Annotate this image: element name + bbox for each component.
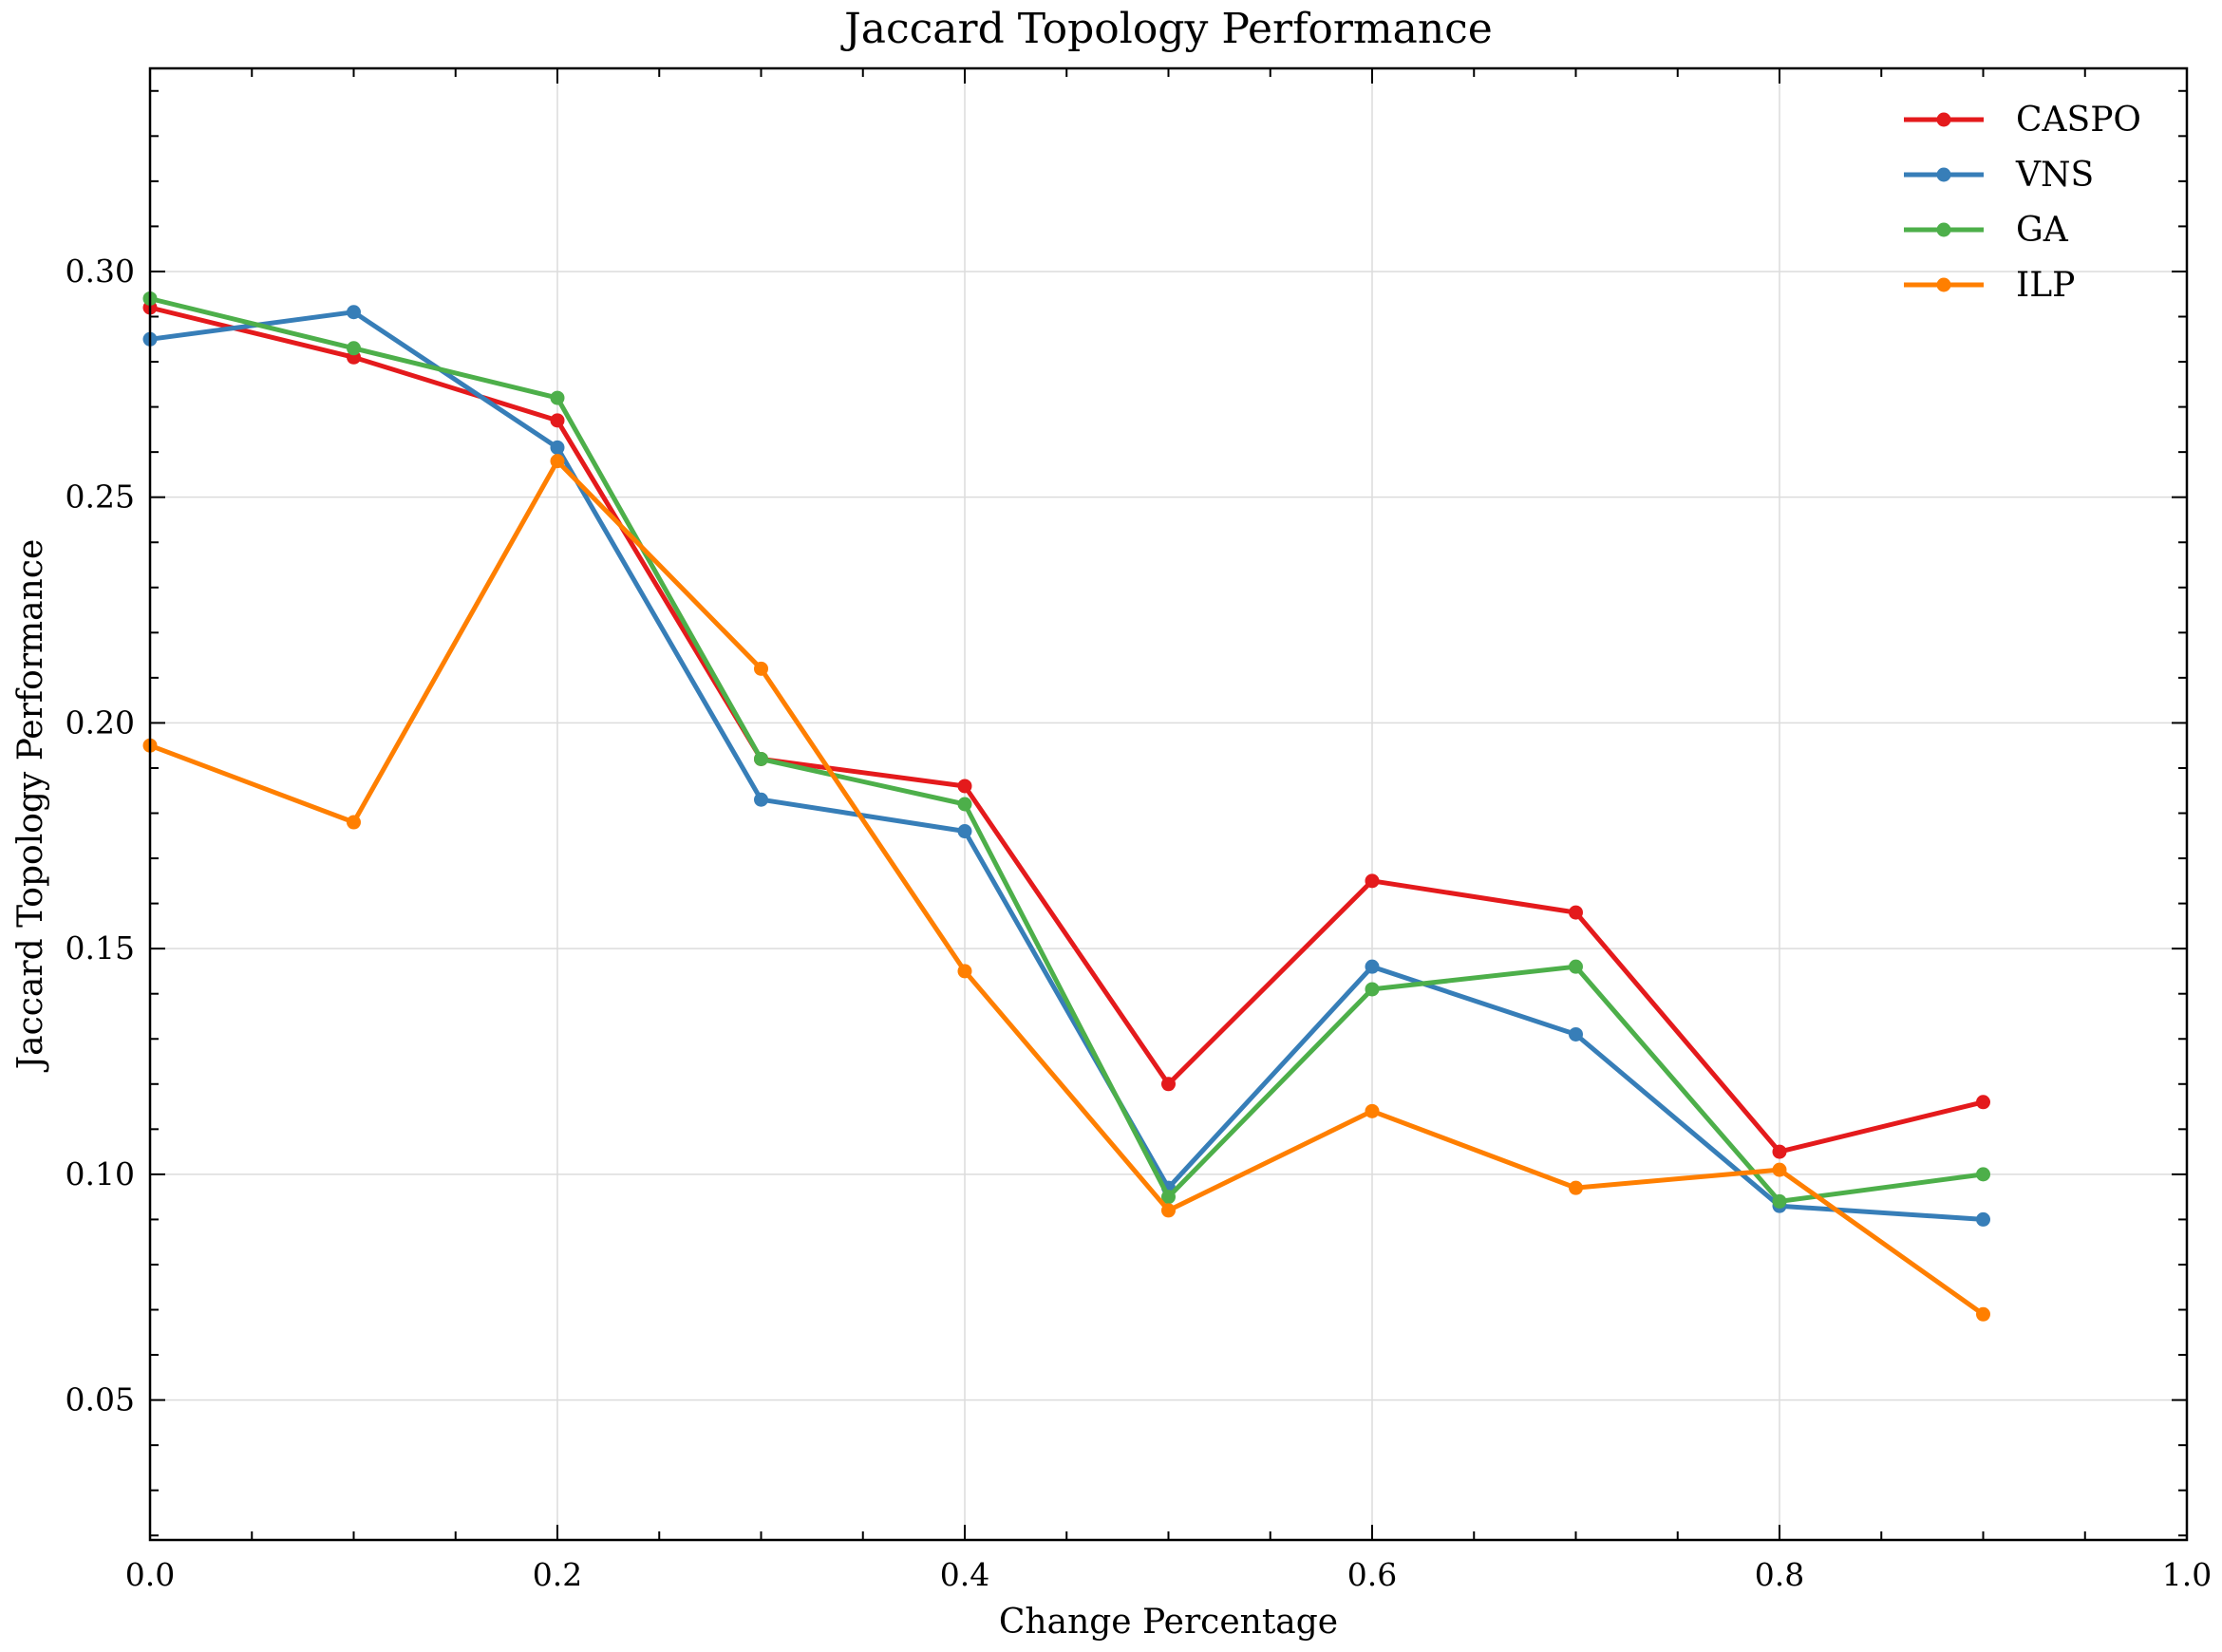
data-point-ilp <box>550 454 565 469</box>
data-point-ga <box>957 797 972 812</box>
legend-item-caspo: CASPO <box>1904 101 2141 140</box>
series-caspo <box>142 300 1990 1159</box>
series-layer <box>142 291 1990 1322</box>
chart-title: Jaccard Topology Performance <box>840 5 1493 53</box>
data-point-vns <box>347 305 361 320</box>
x-tick-label: 1.0 <box>2162 1556 2212 1593</box>
series-line-ilp <box>147 459 1986 1317</box>
series-line-caspo <box>147 305 1986 1155</box>
data-point-ilp <box>347 815 361 830</box>
legend-marker-ga <box>1936 222 1951 237</box>
data-point-caspo <box>1161 1077 1176 1092</box>
data-point-ga <box>754 751 768 766</box>
x-tick-label: 0.6 <box>1347 1556 1397 1593</box>
x-tick-label: 0.8 <box>1755 1556 1804 1593</box>
data-point-ilp <box>1161 1203 1176 1218</box>
x-tick-label: 0.2 <box>533 1556 582 1593</box>
y-tick-label: 0.15 <box>66 929 135 967</box>
data-point-ilp <box>1976 1306 1990 1322</box>
data-point-ga <box>1161 1190 1176 1205</box>
legend-item-vns: VNS <box>1904 156 2094 195</box>
legend-item-ga: GA <box>1904 211 2069 250</box>
data-point-caspo <box>1569 905 1583 920</box>
legend-marker-vns <box>1936 167 1951 182</box>
data-point-ga <box>1569 959 1583 974</box>
legend: CASPO VNS GA ILP <box>1904 101 2141 305</box>
data-point-caspo <box>550 413 565 428</box>
y-tick-label: 0.10 <box>66 1155 135 1192</box>
y-axis-label: Jaccard Topology Performance <box>11 539 50 1074</box>
legend-label-ilp: ILP <box>2016 266 2075 305</box>
y-tick-label: 0.25 <box>66 479 135 516</box>
data-point-vns <box>754 792 768 807</box>
data-point-ga <box>1365 982 1380 997</box>
data-point-vns <box>1569 1026 1583 1042</box>
series-ilp <box>142 454 1990 1322</box>
y-tick-label: 0.20 <box>66 704 135 741</box>
data-point-vns <box>1365 959 1380 974</box>
data-point-caspo <box>1772 1144 1787 1159</box>
x-tick-label: 0.4 <box>940 1556 989 1593</box>
data-point-ilp <box>957 964 972 979</box>
x-tick-label: 0.0 <box>125 1556 175 1593</box>
axis-ticks <box>149 68 2188 1540</box>
data-point-caspo <box>1365 873 1380 889</box>
plot-frame <box>148 66 2189 1542</box>
data-point-ga <box>1976 1167 1990 1182</box>
legend-item-ilp: ILP <box>1904 266 2075 305</box>
data-point-vns <box>550 440 565 455</box>
data-point-ilp <box>1365 1103 1380 1118</box>
series-line-ga <box>147 296 1986 1204</box>
series-vns <box>142 305 1990 1227</box>
data-point-vns <box>1976 1211 1990 1227</box>
data-point-ga <box>347 341 361 356</box>
data-point-caspo <box>957 779 972 794</box>
grid <box>149 68 2188 1540</box>
data-point-ilp <box>1569 1180 1583 1195</box>
series-ga <box>142 291 1990 1209</box>
data-point-ilp <box>754 661 768 676</box>
x-axis-label: Change Percentage <box>999 1603 1338 1642</box>
legend-marker-caspo <box>1936 112 1951 127</box>
data-point-ga <box>550 390 565 405</box>
data-point-vns <box>957 824 972 839</box>
data-point-caspo <box>1976 1095 1990 1110</box>
legend-label-ga: GA <box>2016 211 2069 250</box>
y-tick-label: 0.30 <box>66 253 135 290</box>
legend-marker-ilp <box>1936 277 1951 292</box>
data-point-ga <box>1772 1193 1787 1209</box>
legend-label-vns: VNS <box>2015 156 2094 195</box>
legend-label-caspo: CASPO <box>2016 101 2141 140</box>
tick-labels: 0.0 0.2 0.4 0.6 0.8 1.0 0.05 0.10 0.15 0.20 0.25 0.… <box>66 253 2213 1593</box>
data-point-ilp <box>1772 1162 1787 1177</box>
y-tick-label: 0.05 <box>66 1381 135 1418</box>
series-line-vns <box>147 310 1986 1222</box>
